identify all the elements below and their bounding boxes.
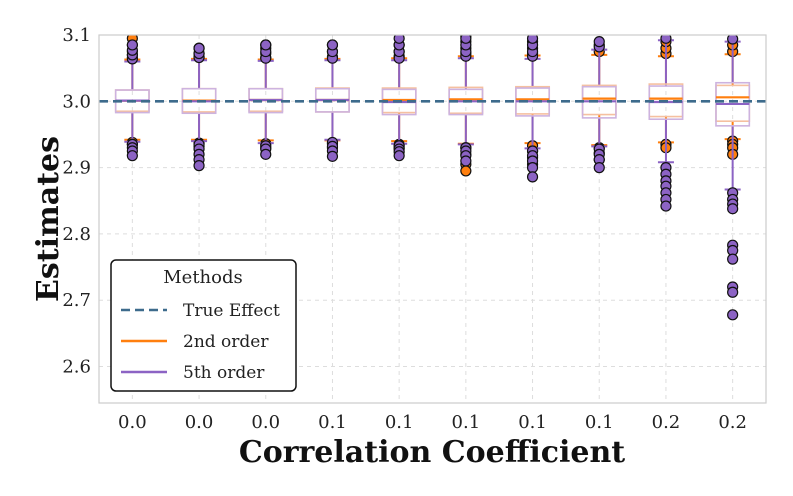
outlier-point-5th <box>660 35 672 44</box>
y-axis-title: Estimates <box>31 136 66 302</box>
outlier-point-5th <box>593 36 605 48</box>
outlier-point-5th <box>593 162 605 174</box>
legend-label-true-effect: True Effect <box>183 301 280 321</box>
outlier-point-2nd <box>460 165 472 177</box>
x-tick-labels: 0.0 0.0 0.0 0.1 0.1 0.1 0.1 0.1 0.2 0.2 <box>118 412 747 433</box>
x-tick-label: 0.2 <box>652 412 681 433</box>
x-tick-label: 0.1 <box>318 412 347 433</box>
x-tick-label: 0.1 <box>518 412 547 433</box>
outlier-point-5th <box>393 150 405 162</box>
outlier-point-5th <box>260 39 272 51</box>
x-tick-label: 0.0 <box>185 412 214 433</box>
outlier-point-5th <box>526 171 539 183</box>
y-tick-label: 3.0 <box>62 91 91 112</box>
x-tick-label: 0.1 <box>385 412 414 433</box>
outlier-point-5th <box>526 162 539 174</box>
outlier-point-5th <box>727 35 739 45</box>
y-tick-label: 3.1 <box>62 25 91 46</box>
outlier-point-5th <box>326 150 339 162</box>
legend: Methods True Effect 2nd order 5th order <box>110 259 297 392</box>
outlier-point-5th <box>727 286 739 298</box>
outlier-point-5th <box>460 35 472 44</box>
outlier-point-5th <box>260 148 272 160</box>
outlier-point-5th <box>393 35 405 44</box>
x-tick-label: 0.1 <box>585 412 614 433</box>
x-axis-title: Correlation Coefficient <box>239 435 625 470</box>
outlier-point-5th <box>126 150 138 162</box>
y-tick-label: 2.9 <box>62 158 91 179</box>
outlier-point-5th <box>193 42 205 54</box>
outlier-point-5th <box>193 160 205 172</box>
outlier-point-5th <box>460 155 472 167</box>
y-tick-label: 2.8 <box>62 224 91 245</box>
legend-label-5th-order: 5th order <box>183 363 265 383</box>
y-tick-label: 2.7 <box>62 290 91 311</box>
y-tick-label: 2.6 <box>62 357 91 378</box>
outlier-point-5th <box>660 200 672 212</box>
outlier-point-5th <box>326 39 339 51</box>
outlier-point-5th <box>126 39 138 51</box>
outlier-point-5th <box>526 35 539 44</box>
outlier-point-5th <box>727 253 739 265</box>
legend-title: Methods <box>163 267 243 288</box>
x-tick-label: 0.2 <box>718 412 747 433</box>
x-tick-label: 0.0 <box>118 412 147 433</box>
legend-frame <box>110 259 297 392</box>
legend-label-2nd-order: 2nd order <box>183 332 269 352</box>
box-series <box>114 35 751 321</box>
outlier-point-5th <box>727 309 739 321</box>
y-tick-labels: 2.6 2.7 2.8 2.9 3.0 3.1 <box>62 25 91 378</box>
x-tick-label: 0.0 <box>251 412 280 433</box>
plot-frame <box>98 34 767 404</box>
outlier-point-5th <box>727 203 739 215</box>
x-tick-label: 0.1 <box>452 412 481 433</box>
